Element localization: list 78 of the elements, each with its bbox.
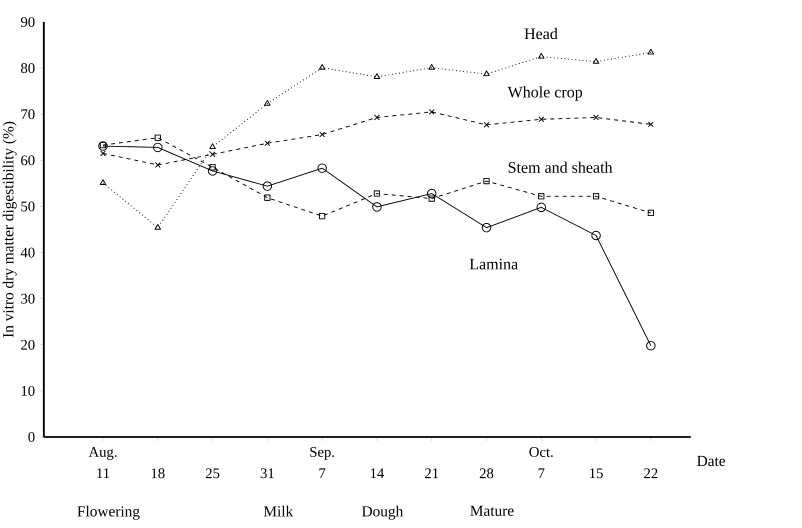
point	[318, 64, 326, 70]
text: Dough	[362, 506, 404, 520]
point	[374, 114, 380, 120]
point	[100, 179, 106, 185]
point	[428, 195, 435, 202]
point	[264, 194, 270, 201]
x-tick-label: 22	[644, 468, 658, 478]
point	[648, 48, 654, 55]
y-tick-label: 10	[22, 386, 35, 396]
text: Mature	[470, 506, 514, 516]
point	[374, 73, 380, 79]
y-tick-label: 60	[21, 155, 35, 166]
x-tick-label: 7	[319, 468, 326, 478]
x-tick-label: 15	[590, 468, 603, 478]
point	[209, 164, 216, 170]
point	[648, 210, 654, 216]
point	[648, 121, 654, 128]
series-label: Stem and sheath	[508, 162, 612, 173]
y-tick-label: 0	[28, 432, 35, 442]
point	[483, 178, 490, 184]
x-tick-label: 28	[480, 468, 494, 478]
point	[317, 163, 327, 173]
point	[264, 140, 270, 146]
point	[100, 142, 106, 148]
point	[154, 162, 161, 168]
point	[593, 114, 599, 120]
y-tick-label: 40	[20, 248, 35, 258]
y-tick-label: 30	[21, 294, 35, 304]
point	[100, 150, 106, 156]
point	[536, 202, 546, 212]
point	[592, 58, 600, 64]
point	[262, 181, 272, 191]
point	[210, 151, 216, 158]
point	[153, 142, 163, 152]
x-tick-label: 18	[152, 468, 165, 478]
point	[374, 190, 380, 197]
x-tick-label: 11	[97, 468, 110, 478]
point	[482, 222, 492, 232]
point	[538, 193, 544, 200]
point	[484, 122, 490, 128]
text: Oct.	[529, 447, 553, 457]
x-tick-label: 14	[370, 468, 384, 478]
text: Flowering	[77, 506, 140, 520]
point	[98, 141, 108, 151]
y-axis-title: In vitro dry matter digestibility (%)	[2, 122, 17, 338]
point	[646, 340, 656, 350]
point	[209, 143, 216, 150]
x-tick-label: 21	[425, 468, 438, 478]
x-tick-label: 31	[260, 468, 274, 478]
y-tick-label: 50	[21, 202, 35, 212]
point	[483, 70, 490, 76]
point	[538, 52, 545, 59]
x-axis-title: Date	[697, 456, 726, 466]
point	[592, 193, 600, 200]
series-label: Head	[524, 28, 558, 40]
point	[319, 212, 326, 220]
point	[208, 166, 218, 176]
y-tick-label: 20	[21, 340, 35, 350]
y-tick-label: 70	[21, 109, 35, 120]
point	[154, 224, 162, 230]
point	[428, 108, 435, 115]
x-tick-label: 7	[538, 468, 545, 478]
point	[538, 116, 544, 122]
point	[426, 188, 436, 198]
point	[264, 100, 271, 106]
y-tick-label: 80	[21, 63, 35, 74]
point	[319, 132, 326, 138]
point	[591, 230, 601, 240]
x-tick-label: 25	[206, 468, 220, 478]
text: Sep.	[310, 447, 334, 460]
text: Aug.	[88, 447, 116, 460]
point	[372, 202, 382, 212]
series-label: Whole crop	[508, 86, 582, 101]
y-tick-label: 90	[20, 17, 35, 27]
point	[428, 64, 435, 70]
series-label: Lamina	[470, 258, 518, 270]
text: Milk	[264, 506, 294, 516]
point	[154, 134, 161, 141]
